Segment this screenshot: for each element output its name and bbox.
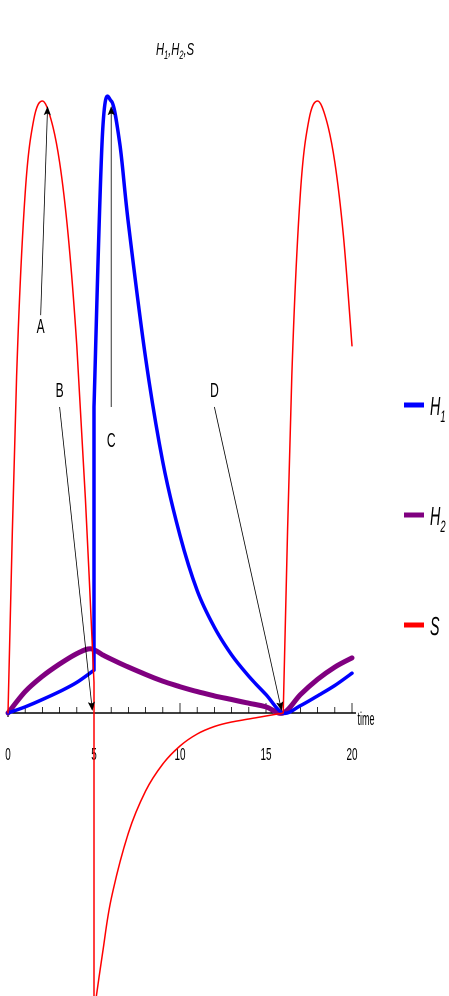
- title-comma-2: ,: [183, 39, 186, 59]
- title-sub-2: 2: [179, 49, 184, 62]
- annotation-label-d: D: [210, 380, 219, 402]
- title-sub-1: 1: [164, 49, 168, 62]
- legend-label-h2: H2: [430, 503, 446, 536]
- x-tick-label: 15: [260, 745, 271, 765]
- annotation-arrow-b: [59, 406, 95, 711]
- annotation-arrow-d: [214, 406, 284, 711]
- annotation-label-b: B: [56, 380, 64, 402]
- series-line-s: [7, 100, 353, 996]
- series-layer: [5, 94, 355, 996]
- x-tick-label: 0: [5, 745, 11, 765]
- annotation-label-a: A: [37, 316, 45, 338]
- annotation-layer: A B C D: [37, 106, 284, 711]
- legend: H1 H2 S: [404, 393, 446, 642]
- series-line-h2: [5, 646, 355, 716]
- x-axis-label: time: [358, 710, 375, 730]
- title-comma-1: ,: [168, 39, 171, 59]
- annotation-arrow-a: [40, 106, 51, 316]
- x-tick-label: 20: [346, 745, 357, 765]
- annotation-label-c: C: [107, 430, 116, 452]
- title-h2: H: [171, 39, 179, 59]
- title-h1: H: [156, 39, 164, 59]
- title-s: S: [187, 39, 194, 59]
- chart-title: H1,H2,S: [156, 39, 194, 62]
- legend-label-h1: H1: [430, 393, 446, 426]
- x-tick-label: 10: [174, 745, 185, 765]
- legend-label-s: S: [430, 613, 440, 642]
